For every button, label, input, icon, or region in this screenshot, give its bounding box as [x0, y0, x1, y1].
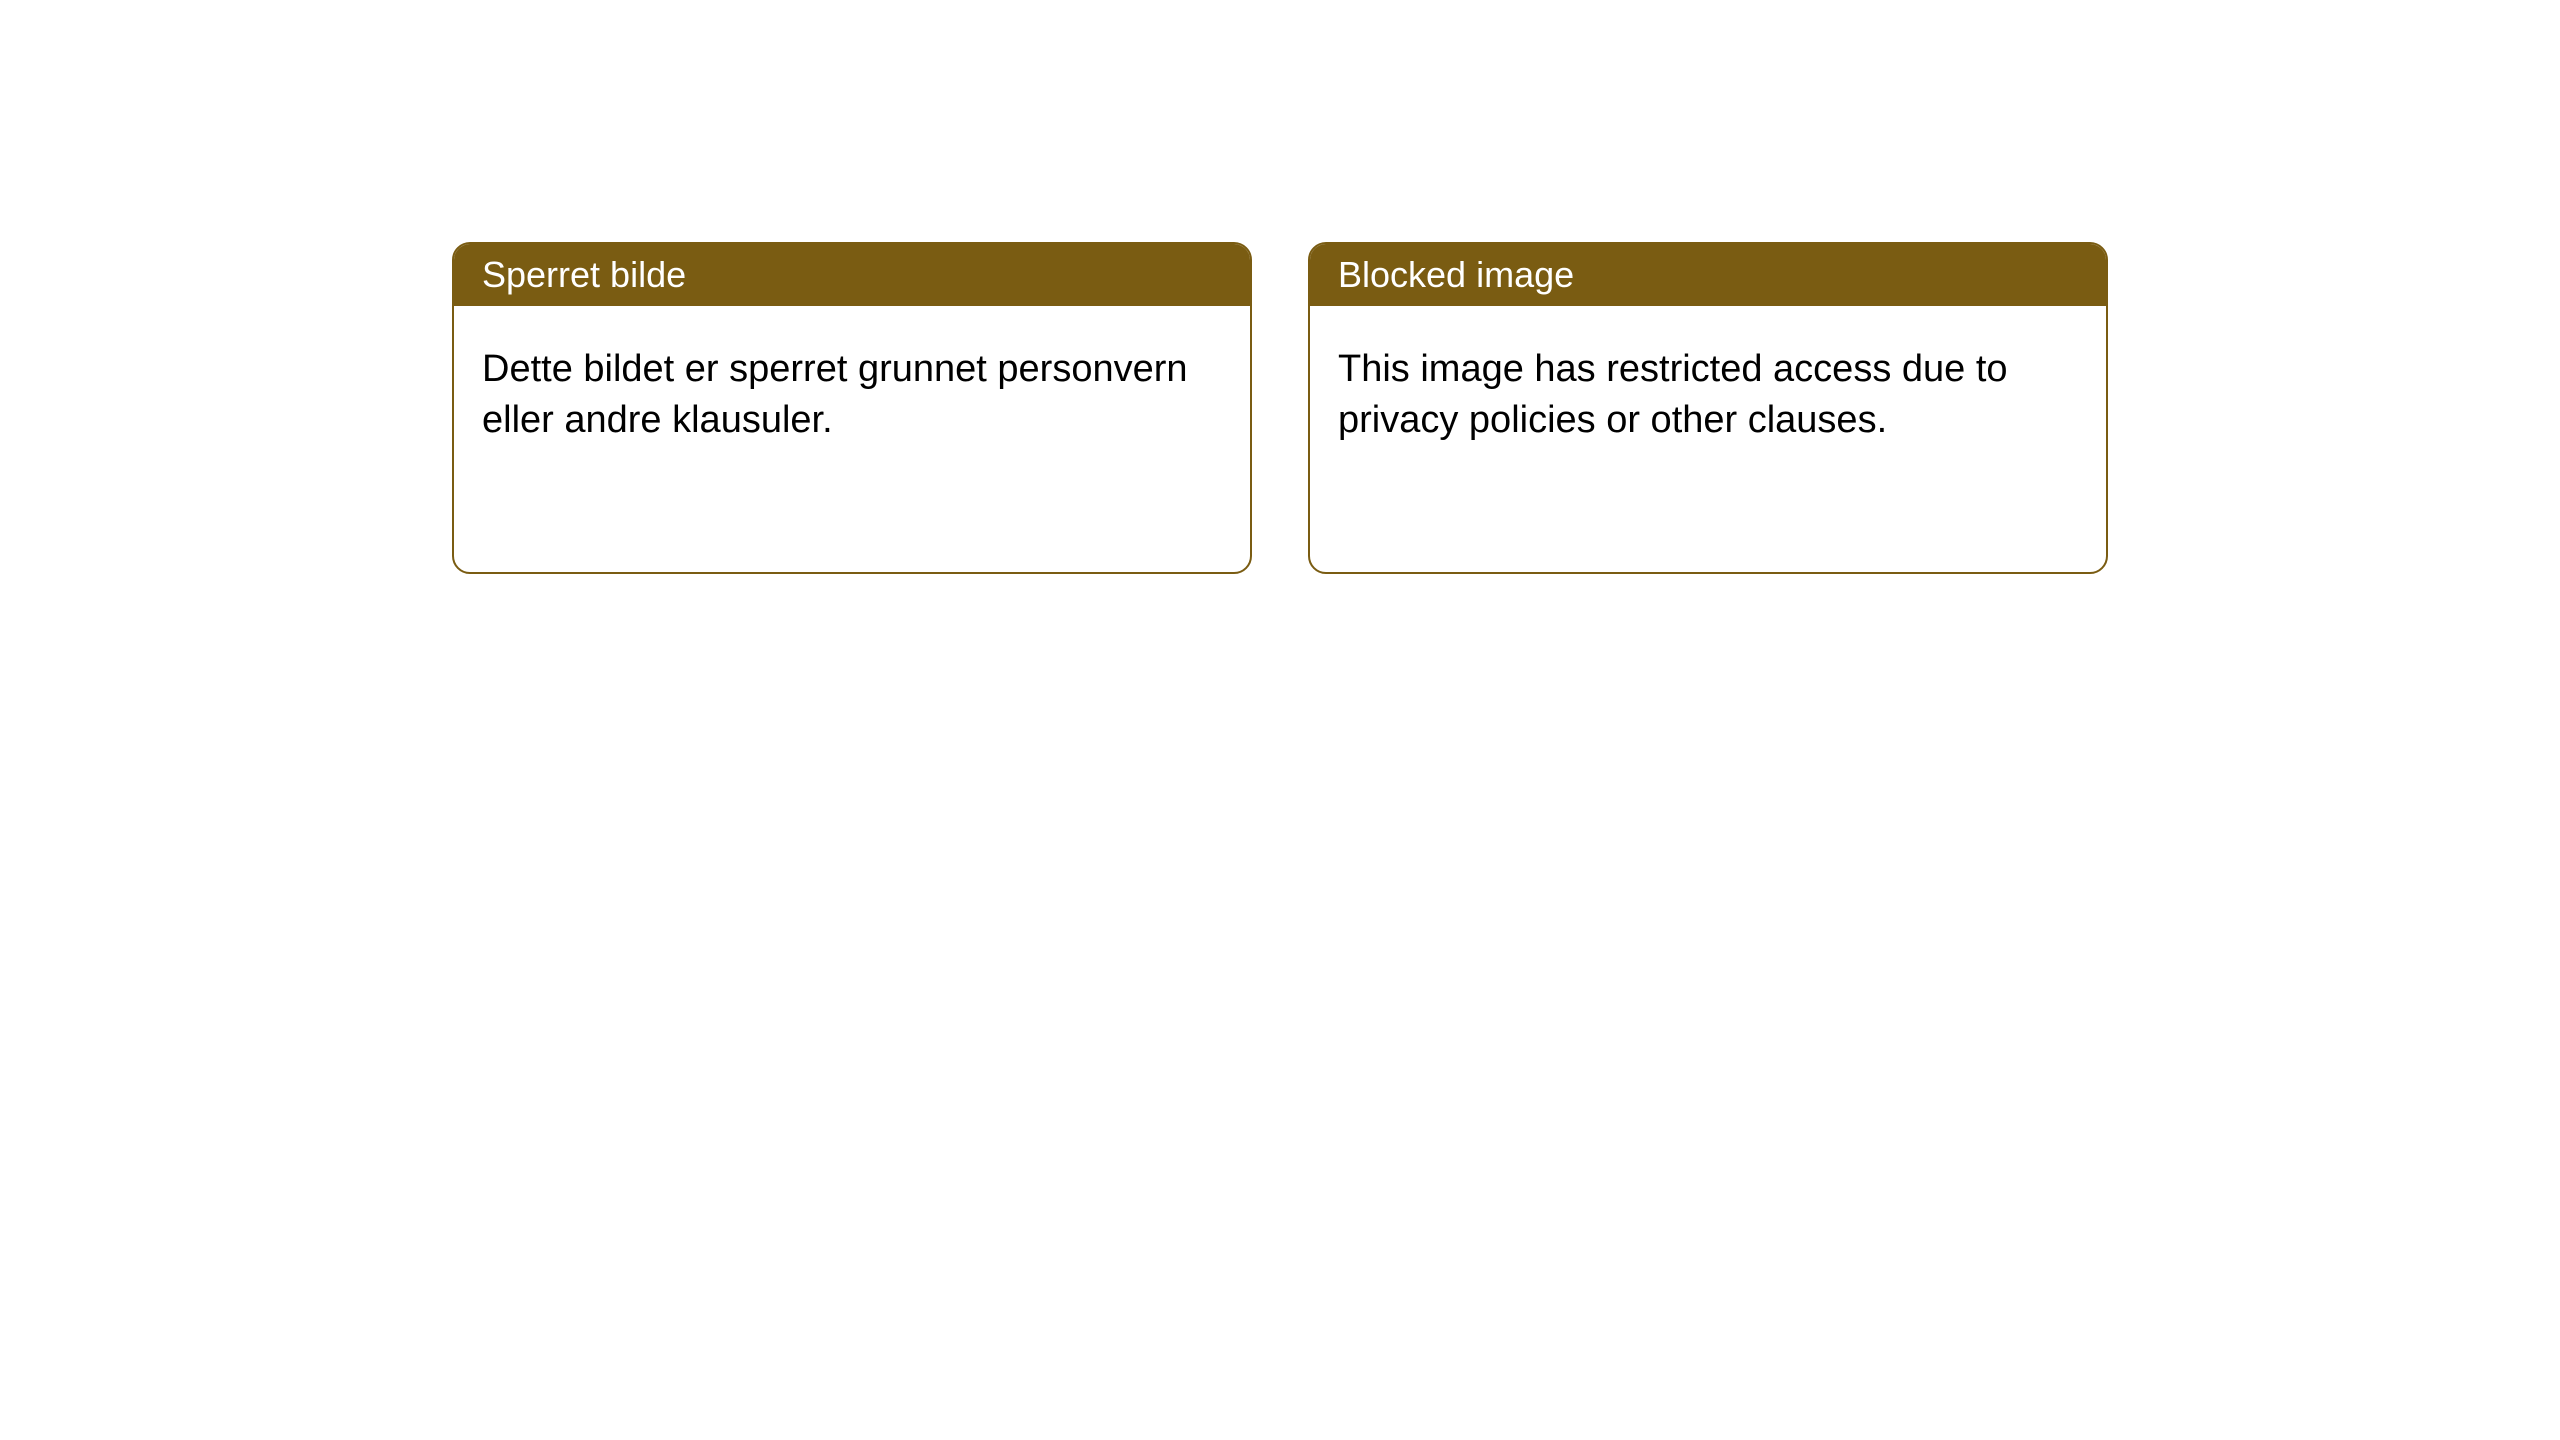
notice-container: Sperret bilde Dette bildet er sperret gr…: [0, 0, 2560, 574]
notice-header: Sperret bilde: [454, 244, 1250, 306]
notice-card-english: Blocked image This image has restricted …: [1308, 242, 2108, 574]
notice-card-norwegian: Sperret bilde Dette bildet er sperret gr…: [452, 242, 1252, 574]
notice-body-text: This image has restricted access due to …: [1338, 348, 2008, 441]
notice-body-text: Dette bildet er sperret grunnet personve…: [482, 348, 1188, 441]
notice-body: This image has restricted access due to …: [1310, 306, 2106, 485]
notice-title: Sperret bilde: [482, 254, 686, 295]
notice-title: Blocked image: [1338, 254, 1574, 295]
notice-body: Dette bildet er sperret grunnet personve…: [454, 306, 1250, 485]
notice-header: Blocked image: [1310, 244, 2106, 306]
